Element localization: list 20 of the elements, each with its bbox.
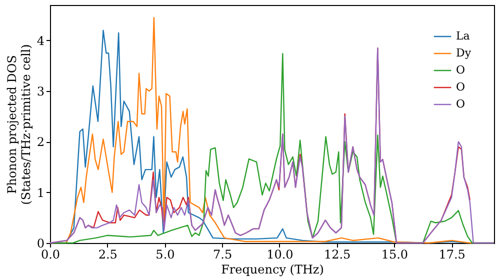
y-tick-label: 4	[36, 34, 45, 48]
legend-label: O	[456, 64, 466, 76]
x-axis-title: Frequency (THz)	[221, 262, 324, 276]
x-tick-label: 5.0	[156, 248, 175, 262]
x-tick-label: 0.0	[40, 248, 60, 262]
y-tick-label: 3	[36, 84, 44, 99]
y-tick-label: 2	[36, 135, 44, 150]
x-tick-label: 7.5	[213, 248, 232, 262]
x-tick-label: 15.0	[381, 248, 408, 262]
y-axis-title: Phonon projected DOS (States/THz·primitive cell)	[4, 44, 33, 205]
legend-label: O	[456, 98, 466, 110]
x-tick-label: 17.5	[438, 248, 466, 262]
legend-label: Dy	[456, 46, 472, 60]
x-tick-label: 12.5	[324, 248, 351, 262]
x-tick-label: 10.0	[266, 248, 294, 262]
x-tick-label: 2.5	[98, 248, 118, 262]
legend-label: La	[456, 30, 470, 42]
y-tick-label: 1	[36, 186, 44, 200]
y-tick-label: 0	[36, 236, 44, 250]
legend-label: O	[456, 80, 466, 94]
